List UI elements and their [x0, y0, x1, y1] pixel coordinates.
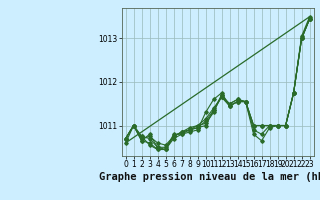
X-axis label: Graphe pression niveau de la mer (hPa): Graphe pression niveau de la mer (hPa)	[99, 172, 320, 182]
